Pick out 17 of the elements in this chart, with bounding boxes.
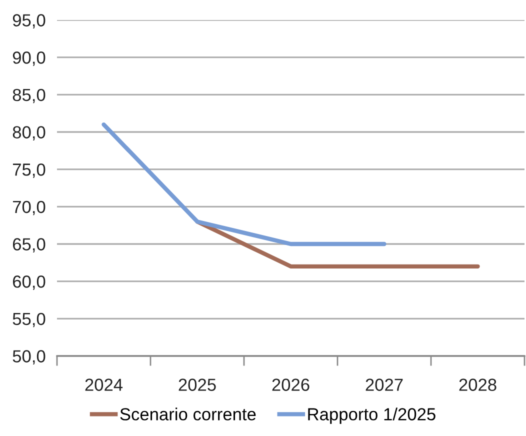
- y-tick-label: 50,0: [12, 350, 46, 365]
- y-tick-label: 90,0: [12, 52, 46, 66]
- legend-label: Scenario corrente: [120, 408, 256, 420]
- x-tick-label: 2028: [459, 378, 496, 391]
- legend-label: Rapporto 1/2025: [308, 408, 436, 424]
- y-tick-label: 95,0: [12, 14, 46, 29]
- x-tick-label: 2025: [178, 378, 216, 391]
- y-tick-label: 70,0: [12, 200, 46, 216]
- y-tick-label: 65,0: [12, 238, 46, 253]
- x-tick-label: 2026: [272, 378, 310, 391]
- y-tick-label: 55,0: [12, 312, 46, 328]
- x-tick-label: 2027: [366, 378, 403, 391]
- x-tick-label: 2024: [85, 378, 123, 391]
- y-tick-label: 80,0: [12, 126, 46, 141]
- y-tick-label: 85,0: [12, 88, 46, 104]
- y-tick-label: 60,0: [12, 276, 46, 290]
- y-tick-label: 75,0: [12, 164, 46, 178]
